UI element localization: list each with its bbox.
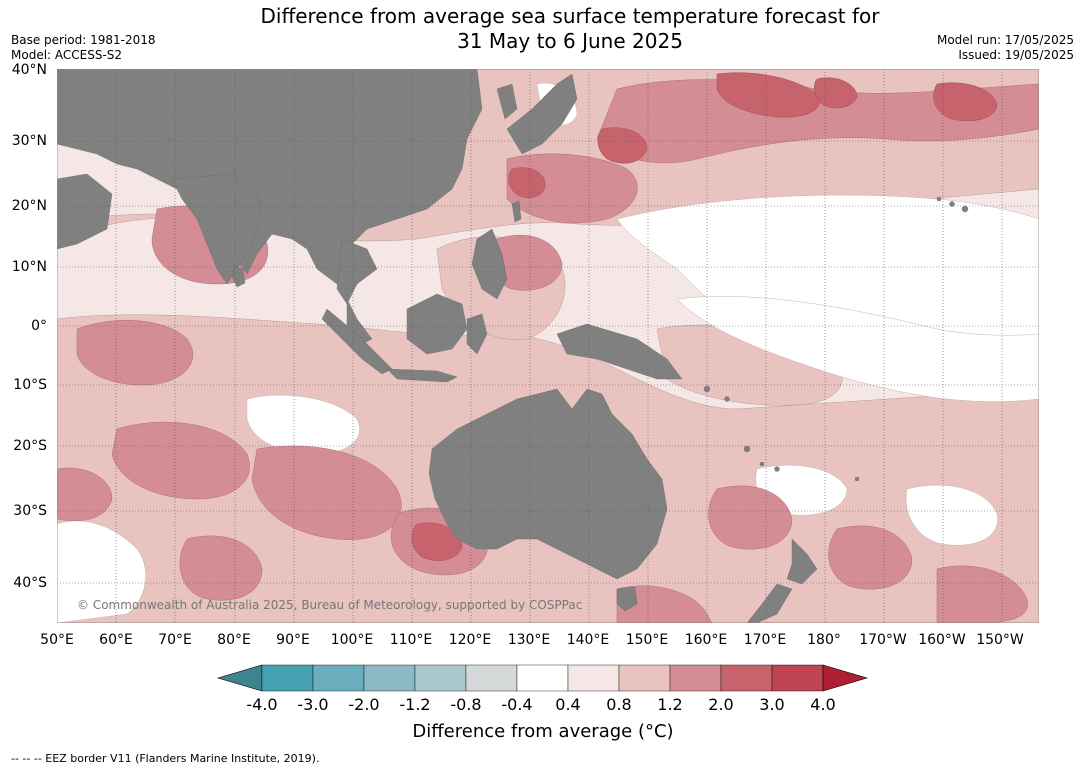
lat-label-30n: 30°N (11, 133, 47, 149)
title-line-2: 31 May to 6 June 2025 (457, 29, 683, 53)
sst-anomaly-map (57, 69, 1039, 623)
colorbar-swatch (414, 664, 467, 692)
colorbar-swatch (669, 664, 722, 692)
lon-label: 140°E (566, 632, 610, 648)
lon-label: 80°E (217, 632, 251, 648)
eez-border-note: -- -- -- EEZ border V11 (Flanders Marine… (11, 752, 320, 765)
lon-label: 100°E (330, 632, 374, 648)
colorbar-tick: -0.8 (450, 695, 482, 714)
anomaly-band-0-4 (57, 82, 1039, 623)
colorbar-tick: -3.0 (297, 695, 329, 714)
colorbar-tick: -2.0 (348, 695, 380, 714)
colorbar-swatch (720, 664, 773, 692)
colorbar-tick: -1.2 (399, 695, 431, 714)
lon-label: 160°E (684, 632, 728, 648)
map-title: Difference from average sea surface temp… (180, 4, 960, 54)
colorbar-swatch (312, 664, 365, 692)
meta-left: Base period: 1981-2018 Model: ACCESS-S2 (11, 33, 156, 63)
lat-label-20n: 20°N (11, 198, 47, 214)
colorbar-tick: -0.4 (501, 695, 533, 714)
lat-label-30s: 30°S (13, 503, 47, 519)
colorbar-tick: 0.8 (606, 695, 632, 714)
issued-date: Issued: 19/05/2025 (958, 48, 1074, 62)
colorbar-swatch (771, 664, 824, 692)
lat-label-10s: 10°S (13, 377, 47, 393)
copyright-notice: © Commonwealth of Australia 2025, Bureau… (77, 598, 583, 612)
colorbar-swatch (465, 664, 518, 692)
lon-label: 170°W (859, 632, 907, 648)
lon-label: 110°E (389, 632, 433, 648)
lon-label: 90°E (276, 632, 310, 648)
lon-label: 120°E (448, 632, 492, 648)
model-name: Model: ACCESS-S2 (11, 48, 123, 62)
colorbar-label: Difference from average (°C) (412, 721, 674, 742)
colorbar (216, 664, 869, 692)
lon-label: 60°E (99, 632, 133, 648)
colorbar-tick: 2.0 (708, 695, 734, 714)
colorbar-extend-high (822, 664, 869, 692)
lat-label-20s: 20°S (13, 438, 47, 454)
colorbar-tick: 0.4 (555, 695, 581, 714)
lat-label-40s: 40°S (13, 575, 47, 591)
base-period: Base period: 1981-2018 (11, 33, 156, 47)
anomaly-band-2-0 (411, 72, 998, 561)
lon-label: 180° (807, 632, 841, 648)
lon-label: 130°E (507, 632, 551, 648)
lat-label-0: 0° (31, 318, 47, 334)
colorbar-tick: 4.0 (810, 695, 836, 714)
colorbar-tick: -4.0 (246, 695, 278, 714)
colorbar-swatch (363, 664, 416, 692)
colorbar-swatch (567, 664, 620, 692)
colorbar-extend-low (216, 664, 263, 692)
lon-label: 150°E (625, 632, 669, 648)
lon-label: 160°W (918, 632, 966, 648)
graticule (57, 69, 1039, 623)
colorbar-tick: 1.2 (657, 695, 683, 714)
lon-label: 70°E (158, 632, 192, 648)
meta-right: Model run: 17/05/2025 Issued: 19/05/2025 (937, 33, 1074, 63)
model-run: Model run: 17/05/2025 (936, 33, 1074, 47)
colorbar-swatch (261, 664, 314, 692)
lat-label-10n: 10°N (11, 259, 47, 275)
colorbar-swatch (516, 664, 569, 692)
colorbar-swatch (618, 664, 671, 692)
title-line-1: Difference from average sea surface temp… (260, 4, 880, 28)
land-masses (57, 69, 969, 623)
colorbar-tick: 3.0 (759, 695, 785, 714)
lon-label: 50°E (40, 632, 74, 648)
lat-label-40n: 40°N (11, 62, 47, 78)
lon-label: 170°E (743, 632, 787, 648)
lon-label: 150°W (976, 632, 1024, 648)
